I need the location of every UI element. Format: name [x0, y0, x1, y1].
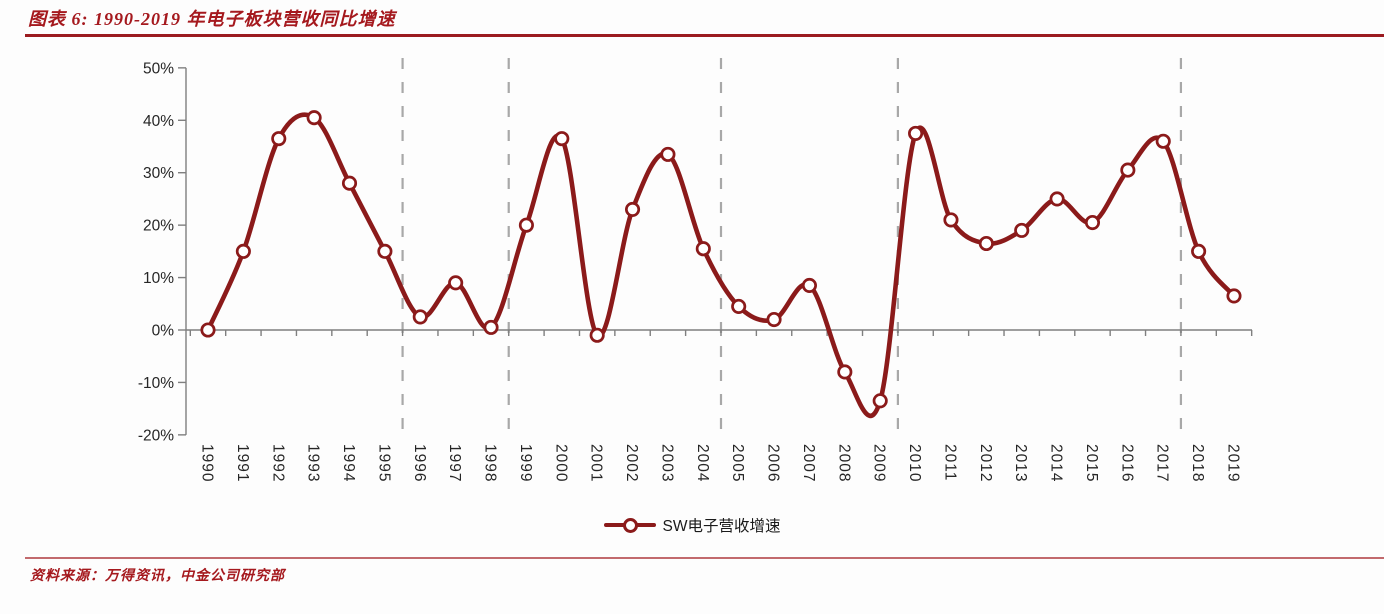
x-tick-label: 1994: [340, 444, 357, 482]
x-tick-label: 2001: [588, 444, 605, 482]
data-point: [1084, 214, 1101, 231]
legend-label: SW电子营收增速: [662, 518, 781, 535]
data-point: [766, 311, 782, 328]
data-point: [1014, 222, 1030, 238]
line-chart: -20% -10% 0% 10% 20% 30% 40% 50% 1990 1991 1992 199…: [138, 58, 1253, 482]
data-point: [872, 393, 888, 409]
y-tick-label: 30%: [143, 165, 174, 182]
x-tick-label: 2014: [1048, 444, 1065, 482]
x-tick-label: 2010: [906, 444, 923, 482]
data-point: [1120, 162, 1136, 178]
data-point: [412, 309, 428, 325]
x-tick-label: 2018: [1189, 444, 1206, 482]
x-tick-label: 2012: [977, 444, 994, 482]
x-tick-label: 2007: [800, 444, 817, 482]
x-tick-label: 2019: [1224, 444, 1241, 482]
data-point: [589, 327, 605, 343]
x-tick-label: 1997: [446, 444, 463, 482]
y-tick-label: 10%: [143, 270, 174, 287]
x-tick-label: 2015: [1083, 444, 1100, 482]
x-tick-label: 2000: [552, 444, 569, 482]
x-tick-label: 2009: [871, 444, 888, 482]
data-point: [483, 319, 499, 335]
data-point: [908, 125, 924, 141]
data-point: [1226, 288, 1242, 304]
data-point: [660, 146, 676, 162]
x-tick-label: 1998: [482, 444, 499, 482]
y-tick-label: 40%: [143, 113, 174, 130]
data-point: [554, 131, 570, 147]
data-point: [271, 131, 287, 147]
x-tick-label: 1990: [199, 444, 216, 482]
x-tick-label: 1995: [375, 444, 392, 482]
y-tick-label: 50%: [143, 60, 174, 77]
data-point: [1191, 243, 1207, 259]
y-tick-label: -10%: [138, 375, 174, 392]
data-point: [837, 364, 853, 380]
x-tick-label: 2002: [623, 444, 640, 482]
x-tick-label: 2005: [729, 444, 746, 482]
source-divider: [25, 557, 1384, 559]
data-point: [448, 275, 464, 291]
y-tick-label: -20%: [138, 427, 174, 444]
data-point: [235, 243, 251, 259]
x-tick-label: 1996: [411, 444, 428, 482]
data-point: [695, 241, 711, 257]
figure-title: 图表 6: 1990-2019 年电子板块营收同比增速: [28, 9, 396, 29]
x-tick-label: 1992: [269, 444, 286, 482]
x-tick-label: 2017: [1154, 444, 1171, 482]
y-tick-label: 0%: [152, 323, 175, 340]
data-point: [1155, 133, 1171, 149]
chart-area: -20% -10% 0% 10% 20% 30% 40% 50% 1990 1991 1992 199…: [0, 40, 1384, 510]
title-divider: [25, 34, 1384, 37]
data-point: [1049, 191, 1065, 207]
legend-circle-icon: [622, 518, 638, 533]
data-point: [341, 175, 358, 191]
data-point: [943, 212, 959, 228]
x-tick-label: 2016: [1118, 444, 1135, 482]
x-tick-label: 2013: [1012, 444, 1029, 482]
x-tick-label: 2008: [835, 444, 852, 482]
x-tick-label: 2006: [765, 444, 782, 482]
x-tick-label: 1991: [234, 444, 251, 482]
x-tick-label: 2011: [941, 444, 958, 481]
data-point: [518, 217, 534, 233]
data-point: [306, 110, 322, 126]
x-tick-label: 1993: [305, 444, 322, 482]
x-tick-label: 2003: [658, 444, 675, 482]
legend-marker-icon: [603, 517, 656, 533]
source-note: 资料来源：万得资讯，中金公司研究部: [30, 569, 285, 584]
data-point: [377, 243, 393, 259]
data-point: [801, 277, 817, 293]
y-tick-label: 20%: [143, 218, 174, 235]
data-point: [731, 298, 747, 314]
data-point: [624, 201, 641, 217]
x-tick-label: 2004: [694, 444, 711, 482]
x-tick-label: 1999: [517, 444, 534, 482]
data-point: [978, 235, 994, 252]
chart-legend: SW电子营收增速: [0, 512, 1384, 538]
data-point: [200, 322, 216, 338]
